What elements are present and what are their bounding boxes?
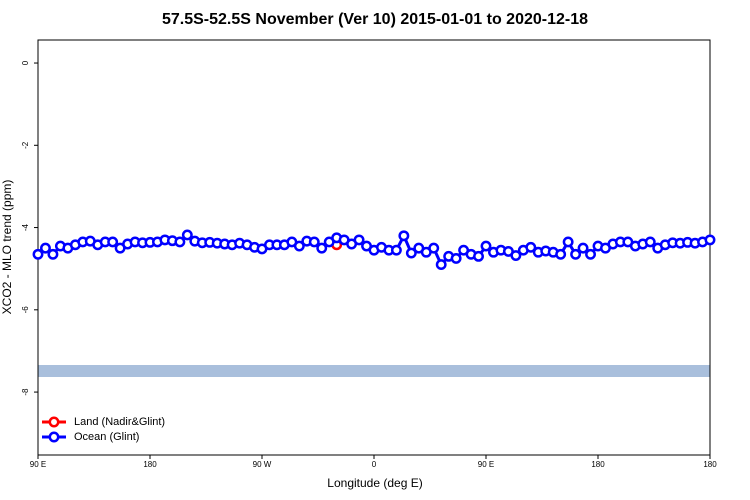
y-tick-label: -8 <box>21 388 30 396</box>
chart-title: 57.5S-52.5S November (Ver 10) 2015-01-01… <box>162 11 588 28</box>
y-tick-label: -4 <box>21 223 30 231</box>
data-point <box>585 248 596 260</box>
data-point <box>555 248 567 260</box>
y-tick-label: -2 <box>21 141 30 149</box>
data-point <box>510 250 522 261</box>
y-axis-label: XCO2 - MLO trend (ppm) <box>0 180 14 315</box>
data-point <box>47 248 59 260</box>
data-point <box>644 236 656 248</box>
data-point <box>570 248 582 260</box>
x-tick-label: 180 <box>703 460 717 469</box>
x-tick-label: 90 W <box>253 460 272 469</box>
legend-marker <box>48 431 60 443</box>
x-tick-label: 90 E <box>30 460 46 469</box>
data-point <box>577 242 589 254</box>
legend-label: Ocean (Glint) <box>74 431 139 443</box>
data-point <box>450 252 462 264</box>
data-point <box>704 234 716 246</box>
x-tick-label: 180 <box>591 460 605 469</box>
x-tick-label: 180 <box>143 460 157 469</box>
data-point <box>480 240 492 252</box>
data-point <box>353 234 365 246</box>
y-tick-label: 0 <box>21 60 30 65</box>
data-point <box>40 242 51 254</box>
data-point <box>181 229 193 241</box>
data-point <box>398 230 410 242</box>
data-point <box>428 242 440 254</box>
data-point <box>293 240 305 252</box>
data-point <box>435 259 447 271</box>
data-point <box>525 241 537 253</box>
data-point <box>316 242 328 254</box>
x-tick-label: 90 E <box>478 460 494 469</box>
data-point <box>32 248 44 260</box>
data-point <box>308 236 320 248</box>
x-tick-label: 0 <box>372 460 377 469</box>
legend-marker <box>48 416 60 428</box>
legend-label: Land (Nadir&Glint) <box>74 416 165 428</box>
data-point <box>473 250 484 262</box>
x-axis-label: Longitude (deg E) <box>327 476 422 490</box>
y-tick-label: -6 <box>21 306 30 314</box>
data-point <box>405 247 417 259</box>
data-point <box>390 244 402 256</box>
map-strip <box>38 365 710 377</box>
data-point <box>107 236 119 248</box>
data-point <box>562 236 574 248</box>
data-point <box>174 236 186 248</box>
